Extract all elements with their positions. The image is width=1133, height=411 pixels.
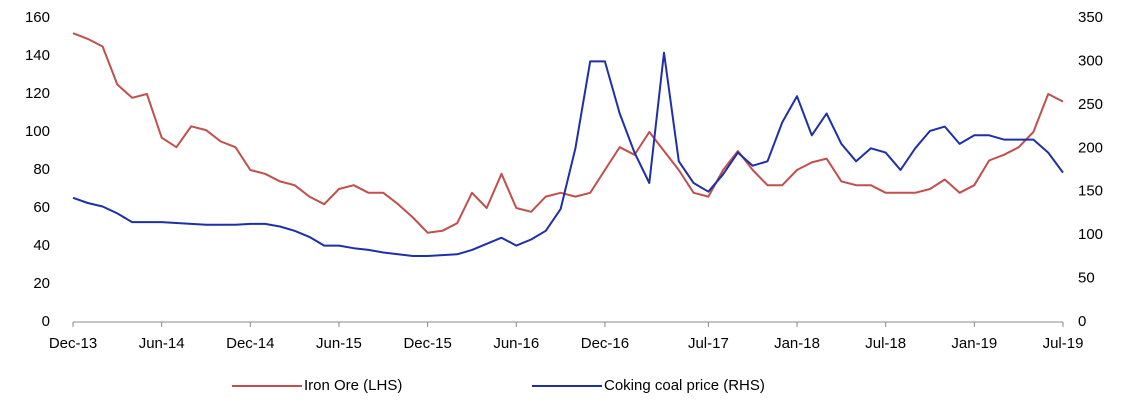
legend-label: Coking coal price (RHS) [604,377,765,394]
y-tick-label: 0 [42,313,50,330]
series-line [72,51,1064,257]
x-tick-label: Jul-18 [865,335,906,352]
x-tick-label: Dec-15 [403,335,451,352]
y-tick-label: 80 [33,161,50,178]
legend-label: Iron Ore (LHS) [304,377,402,394]
x-tick-label: Jun-15 [316,335,362,352]
y-tick-label: 120 [25,85,50,102]
y-tick-label: 60 [33,199,50,216]
x-tick-label: Jul-19 [1043,335,1084,352]
y2-tick-label: 350 [1078,9,1103,26]
y-tick-label: 100 [25,123,50,140]
y2-tick-label: 300 [1078,52,1103,69]
x-tick-label: Dec-14 [226,335,274,352]
x-tick-label: Jan-19 [951,335,997,352]
series-line [72,32,1064,234]
x-tick-label: Jan-18 [774,335,820,352]
x-tick-label: Dec-13 [49,335,97,352]
y2-tick-label: 100 [1078,226,1103,243]
y2-tick-label: 0 [1078,313,1086,330]
y-tick-label: 40 [33,237,50,254]
x-tick-label: Jul-17 [688,335,729,352]
y-tick-label: 20 [33,275,50,292]
y2-tick-label: 250 [1078,96,1103,113]
y2-tick-label: 50 [1078,270,1095,287]
y-tick-label: 140 [25,47,50,64]
x-tick-label: Dec-16 [581,335,629,352]
x-tick-label: Jun-16 [493,335,539,352]
x-tick-label: Jun-14 [139,335,185,352]
y2-tick-label: 150 [1078,183,1103,200]
y-tick-label: 160 [25,9,50,26]
y2-tick-label: 200 [1078,139,1103,156]
